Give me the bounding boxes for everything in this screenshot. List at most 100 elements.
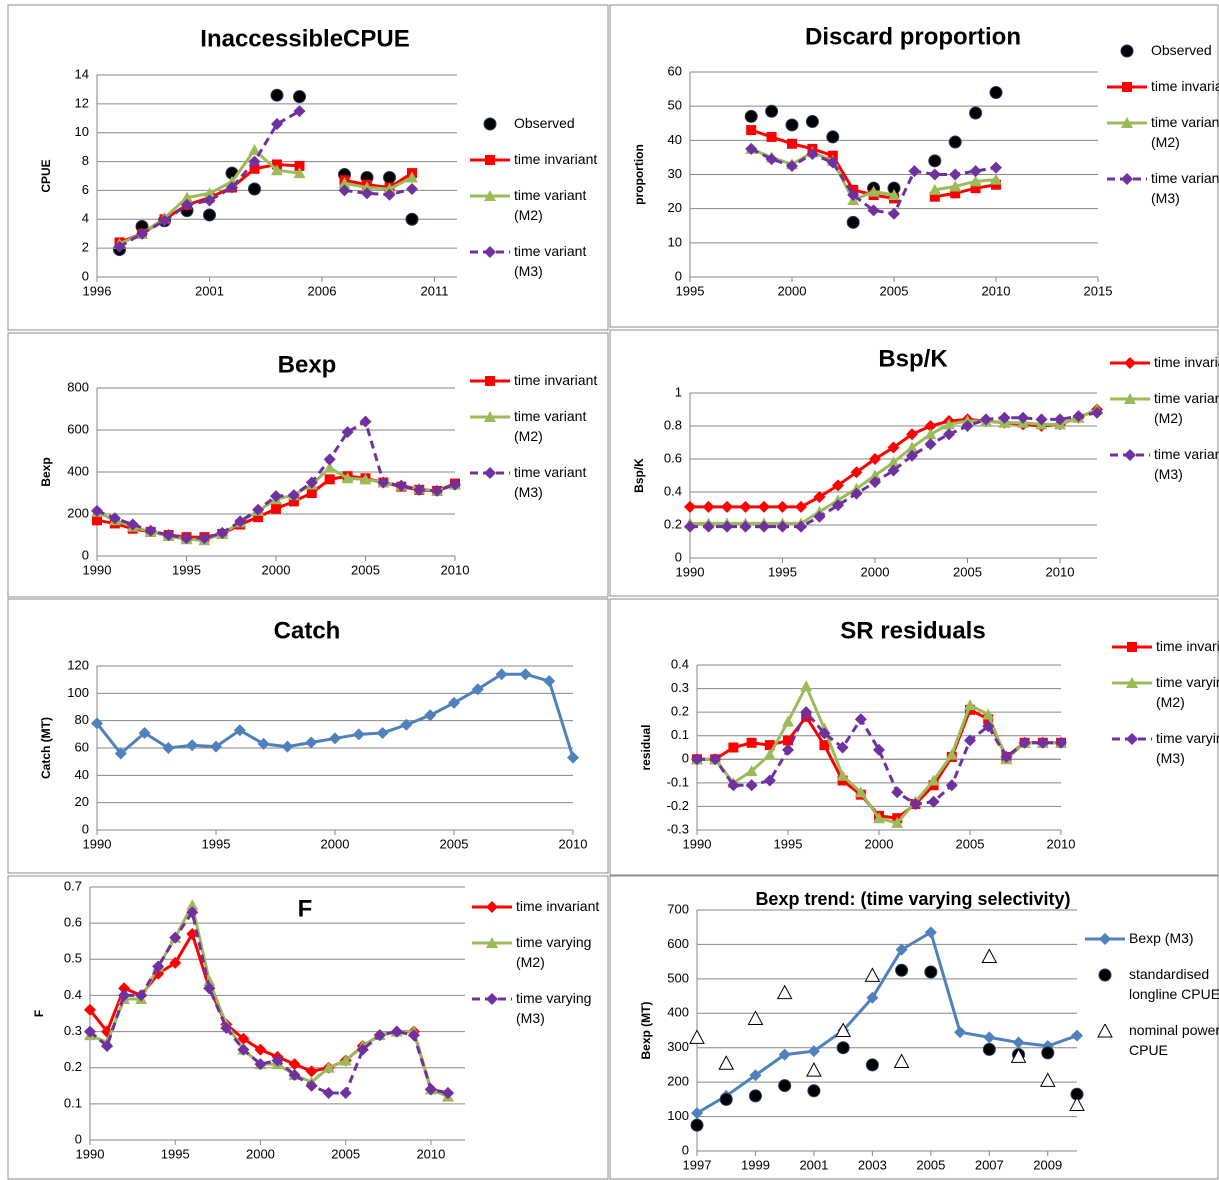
marker — [795, 500, 807, 513]
marker — [758, 500, 770, 513]
x-tick-label: 2015 — [1084, 283, 1113, 298]
panel-border — [7, 332, 609, 598]
y-tick-label: 100 — [667, 1108, 689, 1123]
marker — [758, 520, 770, 533]
legend-swatch — [1110, 449, 1150, 461]
marker — [846, 215, 860, 229]
marker — [495, 668, 508, 681]
legend-entry: time varying (M2) — [470, 932, 606, 972]
marker — [969, 175, 982, 187]
marker — [406, 182, 418, 195]
legend: time invariant time varying (M2) time vary… — [470, 896, 606, 1044]
marker — [982, 720, 995, 733]
marker — [249, 163, 260, 174]
marker — [745, 765, 758, 777]
marker — [271, 118, 283, 131]
y-axis-label: Bsp/K — [632, 458, 646, 493]
marker — [983, 1031, 996, 1044]
legend-swatch — [1112, 733, 1152, 745]
x-tick-label: 2006 — [308, 283, 337, 298]
marker — [782, 715, 794, 727]
y-tick-label: 0.4 — [671, 656, 689, 671]
y-axis-label: F — [32, 1010, 46, 1017]
x-tick-label: 1990 — [83, 836, 112, 851]
marker — [990, 173, 1002, 185]
marker — [361, 181, 373, 193]
legend-swatch — [1120, 44, 1134, 58]
y-tick-label: 0.4 — [64, 987, 82, 1002]
marker — [991, 179, 1001, 190]
y-tick-label: 300 — [667, 1039, 689, 1054]
marker — [254, 1058, 267, 1071]
marker — [864, 967, 881, 982]
marker — [990, 161, 1002, 174]
marker — [744, 109, 758, 123]
marker — [543, 675, 556, 688]
marker — [865, 1058, 879, 1072]
marker — [254, 1043, 267, 1056]
legend-label: Observed — [514, 115, 575, 131]
marker — [776, 984, 793, 1000]
legend-entry: time invariant — [1108, 352, 1219, 372]
marker — [484, 246, 496, 258]
y-tick-label: 600 — [667, 936, 689, 951]
legend-swatch — [470, 190, 510, 201]
y-tick-label: 0.1 — [671, 727, 689, 742]
y-tick-label: 1 — [675, 384, 682, 399]
legend-label: time invariant — [514, 372, 598, 388]
y-tick-label: -0.3 — [667, 821, 689, 836]
marker — [873, 812, 885, 824]
marker — [895, 943, 908, 956]
marker — [281, 740, 294, 753]
marker — [253, 512, 264, 523]
marker — [341, 426, 354, 439]
marker — [198, 532, 211, 545]
marker — [486, 901, 498, 913]
marker — [138, 726, 151, 739]
legend-swatch — [1110, 393, 1150, 404]
marker — [869, 469, 881, 481]
marker — [691, 753, 703, 766]
marker — [359, 415, 372, 428]
marker — [778, 1079, 792, 1093]
marker — [927, 774, 940, 786]
marker — [252, 503, 265, 516]
legend-label: time variant (M2) — [514, 187, 587, 223]
marker — [181, 198, 193, 211]
marker — [84, 1025, 96, 1038]
x-tick-label: 2000 — [246, 1146, 275, 1161]
chart-title: Bexp — [278, 351, 337, 378]
marker — [486, 937, 498, 948]
marker — [719, 1092, 733, 1106]
marker — [950, 188, 961, 199]
marker — [270, 490, 282, 503]
marker — [234, 515, 247, 528]
marker — [746, 737, 757, 748]
panel-border — [7, 875, 609, 1180]
marker — [485, 155, 495, 165]
y-tick-label: 200 — [67, 505, 89, 520]
marker — [684, 500, 696, 513]
legend-swatch — [470, 155, 510, 165]
x-tick-label: 2000 — [778, 283, 807, 298]
marker — [407, 1029, 420, 1042]
legend-swatch — [470, 246, 510, 258]
marker — [1098, 968, 1112, 982]
marker — [271, 503, 281, 514]
marker — [203, 208, 216, 222]
x-tick-label: 2010 — [1047, 836, 1076, 851]
y-tick-label: 0.1 — [64, 1095, 82, 1110]
marker — [237, 1032, 250, 1045]
panel-border — [609, 329, 1219, 597]
x-tick-label: 1990 — [676, 564, 705, 579]
marker — [339, 1054, 352, 1066]
x-tick-label: 2005 — [953, 564, 982, 579]
marker — [836, 769, 849, 781]
marker — [169, 956, 182, 969]
legend-entry: time invariant — [468, 370, 604, 390]
panel-border — [609, 875, 1219, 1180]
marker — [288, 1068, 301, 1081]
marker — [1121, 173, 1133, 185]
legend-label: time varying (M3) — [1156, 730, 1219, 766]
marker — [144, 524, 157, 537]
